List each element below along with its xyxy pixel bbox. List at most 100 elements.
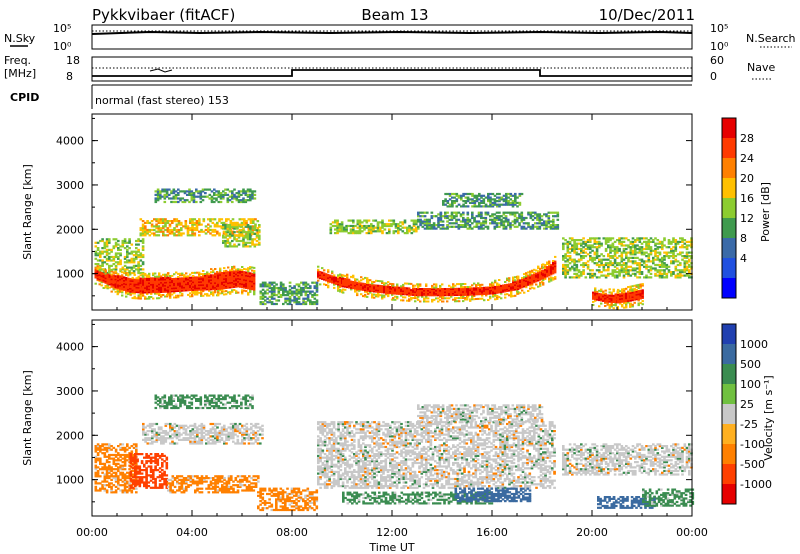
data-cell	[231, 272, 234, 275]
data-cell	[150, 228, 154, 232]
data-cell	[442, 292, 445, 295]
data-cell	[478, 201, 481, 204]
data-cell	[119, 283, 122, 286]
data-cell	[367, 292, 370, 295]
data-cell	[163, 195, 167, 198]
data-cell	[141, 239, 145, 243]
data-cell	[196, 290, 199, 293]
data-cell	[455, 200, 459, 203]
data-cell	[119, 252, 122, 255]
data-cell	[658, 272, 662, 275]
data-cell	[184, 227, 188, 230]
data-cell	[297, 283, 301, 286]
data-cell	[304, 297, 308, 300]
data-cell	[417, 292, 420, 295]
data-cell	[593, 274, 597, 277]
data-cell	[240, 224, 243, 227]
data-cell	[586, 272, 590, 275]
data-cell	[261, 302, 265, 306]
data-cell	[226, 188, 230, 191]
data-cell	[156, 190, 160, 193]
data-cell	[224, 245, 227, 248]
data-cell	[177, 188, 180, 191]
data-cell	[611, 256, 615, 259]
data-cell	[360, 279, 363, 282]
data-cell	[385, 224, 389, 228]
data-cell	[549, 227, 553, 230]
data-cell	[455, 220, 458, 223]
data-cell	[656, 251, 660, 254]
data-cell	[389, 287, 392, 290]
data-cell	[217, 294, 220, 297]
data-cell	[620, 269, 624, 272]
data-cell	[625, 287, 628, 290]
data-cell	[600, 262, 603, 265]
data-cell	[131, 280, 134, 282]
data-cell	[494, 279, 497, 282]
data-cell	[165, 188, 169, 191]
data-cell	[468, 225, 472, 228]
data-cell	[665, 255, 669, 258]
data-cell	[537, 265, 540, 268]
data-cell	[369, 286, 372, 289]
data-cell	[448, 291, 451, 293]
data-cell	[466, 211, 470, 214]
data-cell	[297, 292, 301, 295]
data-cell	[253, 282, 256, 285]
data-cell	[688, 269, 691, 272]
data-cell	[580, 251, 583, 254]
data-cell	[645, 240, 648, 243]
data-cell	[419, 284, 422, 287]
data-cell	[128, 241, 131, 244]
data-cell	[564, 256, 567, 259]
data-cell	[164, 228, 167, 232]
data-cell	[177, 280, 180, 283]
data-cell	[200, 279, 203, 282]
data-cell	[388, 223, 391, 226]
data-cell	[139, 268, 143, 271]
data-cell	[150, 277, 153, 280]
data-cell	[618, 249, 621, 252]
data-cell	[466, 218, 470, 221]
data-cell	[157, 225, 161, 228]
data-cell	[376, 226, 380, 229]
data-cell	[336, 230, 339, 233]
data-cell	[166, 228, 170, 232]
data-cell	[141, 255, 145, 259]
data-cell	[225, 269, 228, 272]
data-cell	[442, 203, 445, 206]
data-cell	[191, 223, 194, 226]
data-cell	[238, 218, 242, 221]
data-cell	[647, 260, 651, 263]
data-cell	[444, 292, 447, 295]
data-cell	[620, 240, 624, 243]
data-cell	[352, 221, 355, 224]
data-cell	[119, 263, 122, 266]
data-cell	[148, 297, 151, 300]
data-cell	[348, 280, 351, 283]
data-cell	[237, 274, 240, 277]
data-cell	[247, 284, 250, 287]
data-cell	[381, 289, 384, 292]
data-cell	[462, 205, 465, 208]
data-cell	[507, 222, 510, 225]
data-cell	[135, 257, 138, 260]
data-cell	[388, 228, 391, 231]
data-cell	[367, 285, 370, 288]
data-cell	[247, 278, 250, 281]
data-cell	[173, 281, 176, 283]
data-cell	[204, 288, 207, 291]
data-cell	[103, 243, 107, 246]
data-cell	[198, 223, 201, 226]
data-patch	[417, 211, 560, 230]
data-cell	[616, 271, 619, 274]
data-cell	[491, 218, 494, 221]
data-cell	[423, 291, 426, 294]
data-cell	[625, 263, 628, 267]
data-cell	[661, 269, 664, 272]
data-cell	[167, 289, 170, 292]
data-cell	[195, 190, 198, 193]
data-cell	[547, 220, 551, 223]
data-cell	[157, 228, 161, 232]
data-cell	[419, 283, 422, 286]
